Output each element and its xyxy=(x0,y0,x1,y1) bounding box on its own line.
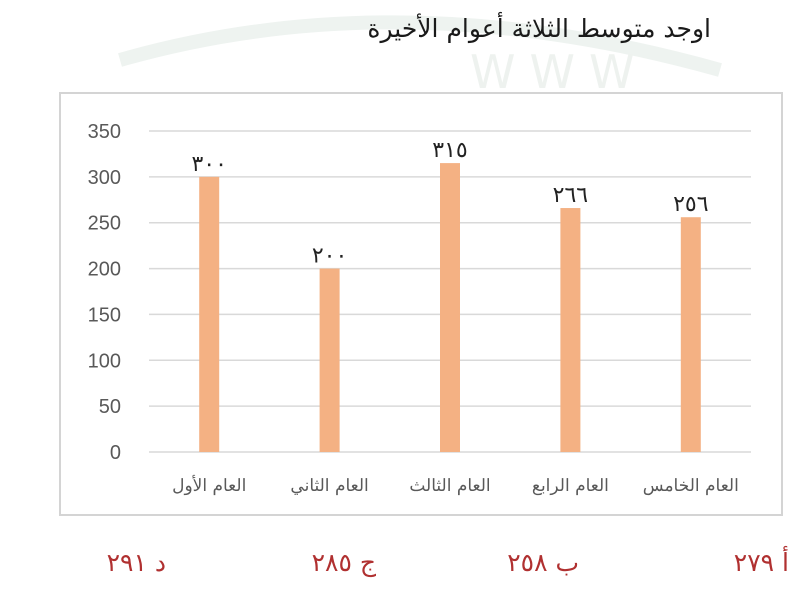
y-tick-label: 50 xyxy=(99,396,121,418)
answer-option-c[interactable]: ج ٢٨٥ xyxy=(311,548,376,577)
data-label: ٢٠٠ xyxy=(312,244,347,269)
y-tick-label: 200 xyxy=(88,259,121,281)
y-tick-label: 150 xyxy=(88,304,121,326)
bar-chart: 0 50 100 150 200 250 300 350 ٣٠٠ العام الأول ٢٠٠ ال… xyxy=(59,92,783,516)
question-text: اوجد متوسط الثلاثة أعوام الأخيرة xyxy=(367,14,711,43)
answer-option-a[interactable]: أ ٢٧٩ xyxy=(733,548,789,577)
y-tick-label: 100 xyxy=(88,350,121,372)
bar xyxy=(440,163,460,452)
y-tick-label: 350 xyxy=(88,121,121,143)
chart-svg: 0 50 100 150 200 250 300 350 ٣٠٠ العام الأول ٢٠٠ ال… xyxy=(88,121,751,496)
answer-option-b[interactable]: ب ٢٥٨ xyxy=(507,548,579,577)
bar xyxy=(680,217,701,452)
svg-text:WWW: WWW xyxy=(470,45,648,99)
x-tick-label: العام الأول xyxy=(172,475,246,496)
x-tick-label: العام الثاني xyxy=(290,476,368,496)
x-tick-label: العام الثالث xyxy=(409,476,490,496)
bar xyxy=(199,176,220,452)
x-tick-label: العام الخامس xyxy=(643,476,739,496)
y-tick-label: 0 xyxy=(110,442,121,464)
data-label: ٣٠٠ xyxy=(191,152,226,177)
data-label: ٢٥٦ xyxy=(673,192,708,217)
y-tick-label: 300 xyxy=(88,167,121,189)
data-label: ٣١٥ xyxy=(432,138,467,163)
bar xyxy=(319,268,340,452)
answer-options: أ ٢٧٩ ب ٢٥٨ ج ٢٨٥ د ٢٩١ xyxy=(0,548,809,588)
data-label: ٢٦٦ xyxy=(553,183,588,208)
x-tick-label: العام الرابع xyxy=(532,476,609,496)
bar xyxy=(560,208,581,452)
answer-option-d[interactable]: د ٢٩١ xyxy=(106,548,166,577)
y-tick-label: 250 xyxy=(88,213,121,235)
